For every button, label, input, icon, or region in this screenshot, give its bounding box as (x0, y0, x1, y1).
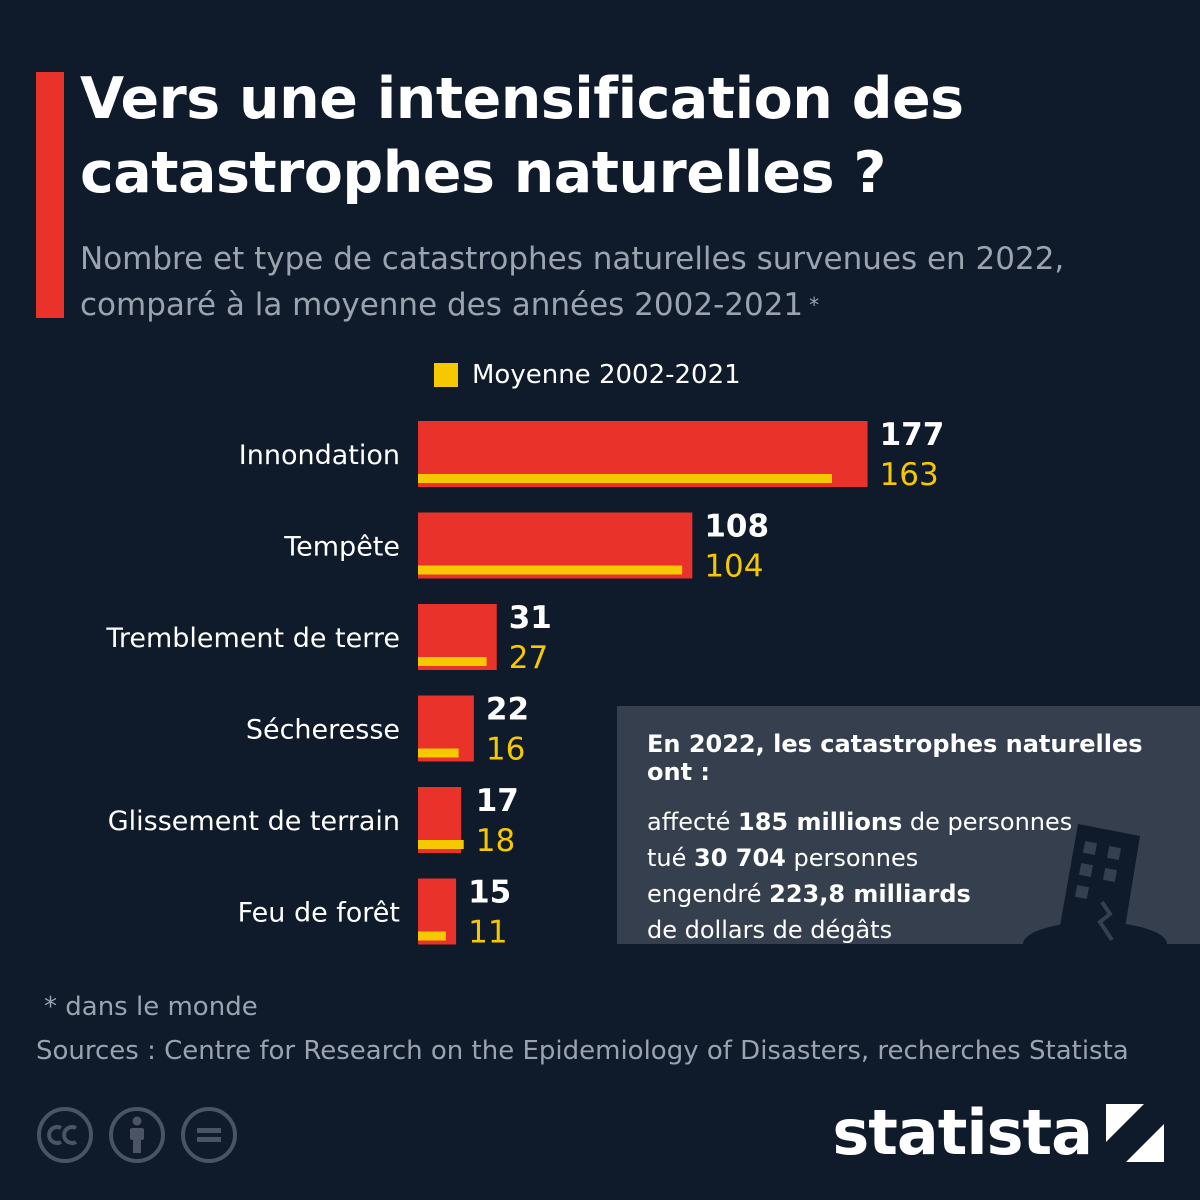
value-label-2022: 15 (468, 875, 511, 911)
info-line-damage-value: 223,8 milliards (769, 880, 971, 908)
chart-legend: Moyenne 2002-2021 (434, 360, 741, 390)
title-accent-bar (36, 72, 64, 318)
info-line-affected-pre: affecté (647, 808, 739, 836)
value-label-2022: 22 (486, 692, 529, 728)
value-label-2022: 177 (880, 417, 945, 453)
page-subtitle: Nombre et type de catastrophes naturelle… (80, 236, 1180, 328)
bar-average (418, 931, 446, 941)
info-line-killed-value: 30 704 (694, 844, 786, 872)
bar-average (418, 657, 487, 666)
bar-average (418, 565, 683, 575)
page-title: Vers une intensification des catastrophe… (80, 66, 964, 206)
info-line-damage-unit: de dollars de dégâts (647, 916, 893, 944)
value-label-average: 27 (509, 640, 548, 676)
info-heading: En 2022, les catastrophes naturelles ont… (647, 730, 1143, 786)
category-label: Feu de forêt (238, 898, 400, 929)
category-label: Tremblement de terre (105, 623, 400, 654)
info-line-damage: engendré 223,8 milliards (647, 876, 1170, 912)
info-line-killed-post: personnes (785, 844, 919, 872)
value-label-average: 16 (486, 732, 525, 768)
collapsed-building-icon (1023, 824, 1167, 944)
attribution-icon[interactable] (108, 1106, 166, 1164)
info-line-killed: tué 30 704 personnes (647, 840, 1170, 876)
value-label-average: 11 (468, 915, 507, 951)
info-line-affected-value: 185 millions (738, 808, 903, 836)
legend-swatch-average (434, 363, 458, 387)
bar-average (418, 748, 459, 758)
value-label-average: 18 (476, 823, 515, 859)
subtitle-text: Nombre et type de catastrophes naturelle… (80, 241, 1065, 323)
license-icons (36, 1106, 238, 1164)
info-line-damage-pre: engendré (647, 880, 770, 908)
category-label: Innondation (239, 440, 400, 471)
info-line-killed-pre: tué (647, 844, 695, 872)
brand-name: statista (832, 1096, 1093, 1169)
bar-chart: Innondation 177 163 Tempête 108 104 Tremblemen… (105, 417, 945, 951)
bar-average (418, 474, 833, 483)
value-label-2022: 108 (704, 509, 769, 545)
value-label-2022: 31 (509, 600, 552, 636)
info-line-affected-post: de personnes (902, 808, 1073, 836)
subtitle-marker: * (809, 293, 820, 317)
info-box: En 2022, les catastrophes naturelles ont… (617, 706, 1200, 944)
no-derivatives-icon[interactable] (180, 1106, 238, 1164)
source-note: Sources : Centre for Research on the Epi… (36, 1036, 1129, 1066)
legend-label-average: Moyenne 2002-2021 (472, 360, 741, 390)
category-label: Glissement de terrain (108, 806, 400, 837)
brand: statista (832, 1096, 1164, 1169)
category-label: Sécheresse (246, 715, 400, 746)
footnote: * dans le monde (44, 992, 258, 1022)
cc-icon[interactable] (36, 1106, 94, 1164)
info-line-affected: affecté 185 millions de personnes (647, 804, 1170, 840)
bar-average (418, 840, 464, 849)
statista-logo-icon (1106, 1103, 1164, 1162)
value-label-2022: 17 (476, 783, 519, 819)
value-label-average: 104 (704, 549, 763, 585)
category-label: Tempête (283, 532, 400, 563)
value-label-average: 163 (880, 457, 939, 493)
